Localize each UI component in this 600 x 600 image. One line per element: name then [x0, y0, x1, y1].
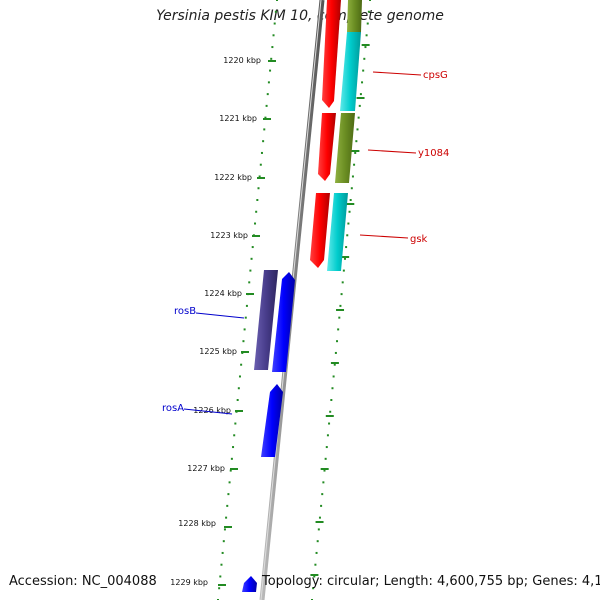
gene-olive-top[interactable] [347, 0, 362, 32]
gene-rosB-slate[interactable] [254, 270, 278, 370]
svg-text:cpsG: cpsG [423, 70, 448, 81]
label-cpsG: cpsG [372, 70, 448, 81]
gene-gsk-red[interactable] [310, 193, 330, 268]
svg-text:rosB: rosB [174, 306, 196, 317]
outer-ring-dots [310, 0, 371, 600]
gene-y1084-red[interactable] [318, 113, 336, 181]
topology-text: Topology: circular; Length: 4,600,755 bp… [262, 574, 600, 589]
gene-bottom-blue[interactable] [242, 576, 257, 592]
tick-label: 1223 kbp [210, 231, 248, 240]
gene-y1084-olive[interactable] [335, 113, 355, 183]
tick-label: 1225 kbp [199, 347, 237, 356]
gene-rosA-blue[interactable] [261, 384, 283, 457]
gene-rosB-blue[interactable] [272, 272, 295, 372]
tick-label: 1228 kbp [178, 519, 216, 528]
label-rosB: rosB [174, 306, 245, 319]
tick-label: 1229 kbp [170, 578, 208, 587]
label-rosA: rosA [162, 403, 233, 415]
tick-label: 1226 kbp [193, 406, 231, 415]
inner-ring-dots [217, 0, 278, 600]
svg-text:rosA: rosA [162, 403, 184, 414]
map-title: Yersinia pestis KIM 10, complete genome [156, 8, 444, 24]
tick-label: 1220 kbp [223, 56, 261, 65]
gene-gsk-cyan[interactable] [327, 193, 348, 271]
label-y1084: y1084 [367, 148, 449, 159]
gene-cpsG-cyan[interactable] [340, 32, 361, 111]
tick-label: 1221 kbp [219, 114, 257, 123]
accession-text: Accession: NC_004088 [9, 574, 157, 589]
svg-text:y1084: y1084 [418, 148, 449, 159]
label-gsk: gsk [359, 234, 428, 245]
tick-label: 1224 kbp [204, 289, 242, 298]
svg-text:gsk: gsk [410, 234, 428, 245]
tick-label: 1227 kbp [187, 464, 225, 473]
gene-cpsG-red[interactable] [322, 0, 341, 108]
kbp-ticks: 1220 kbp 1221 kbp 1222 kbp 1223 kbp 1224… [170, 56, 276, 587]
tick-label: 1222 kbp [214, 173, 252, 182]
